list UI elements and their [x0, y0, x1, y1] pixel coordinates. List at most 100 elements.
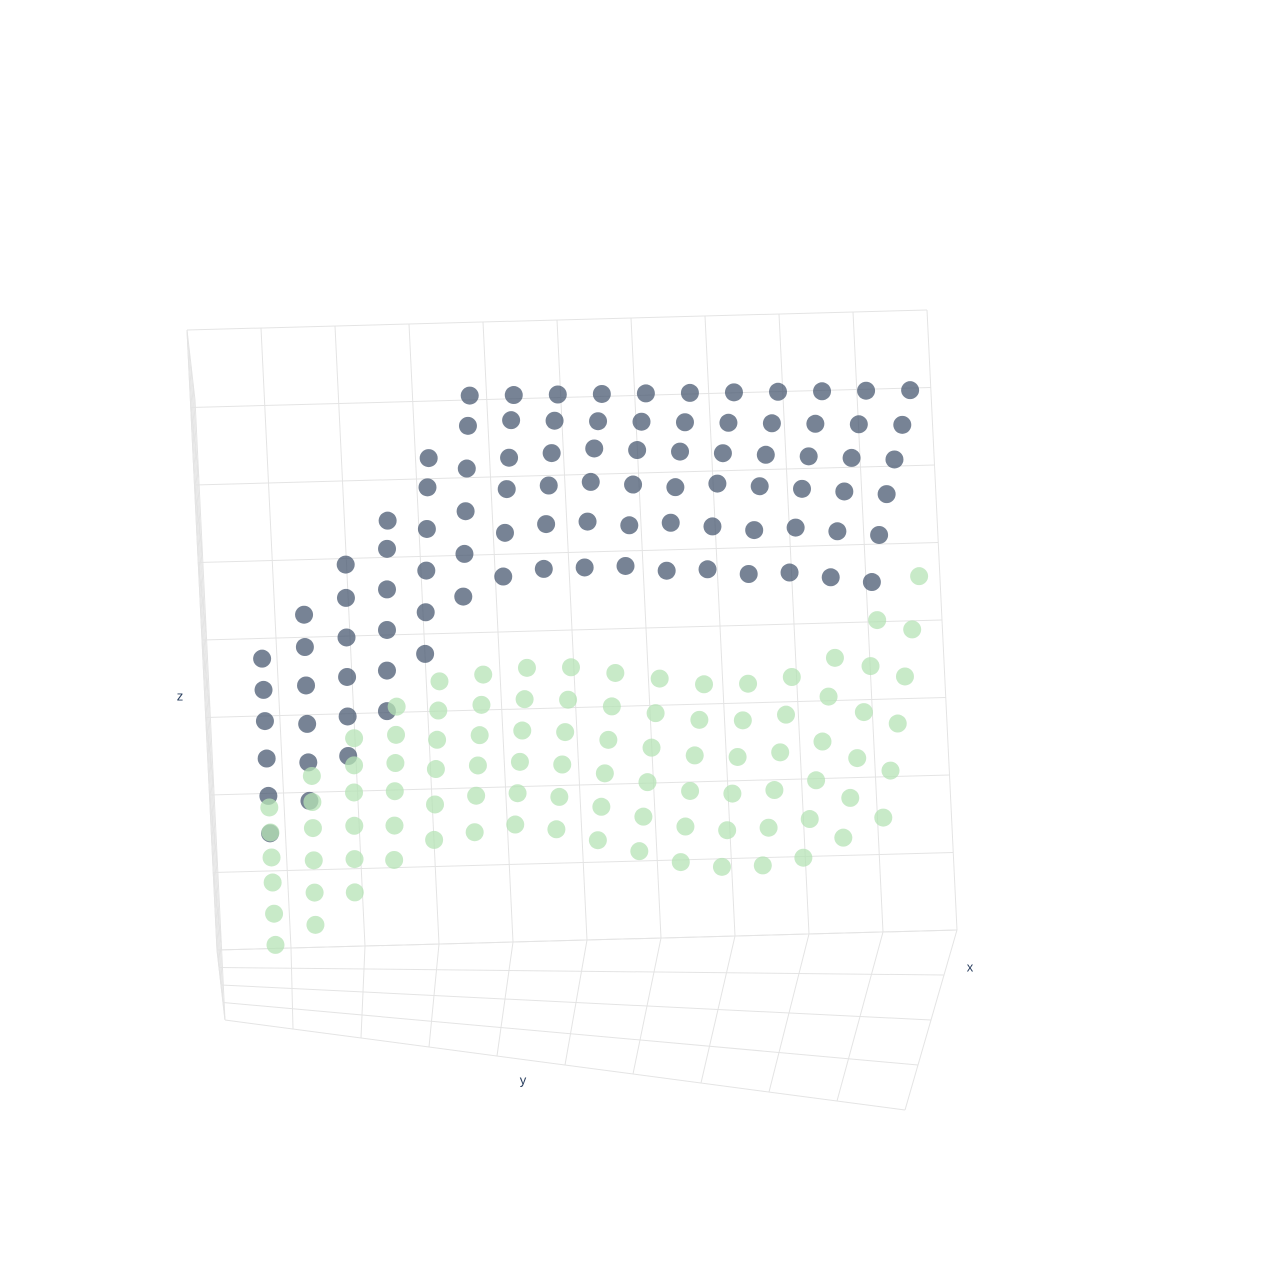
- point: [806, 414, 825, 433]
- point: [506, 815, 525, 834]
- grid-line: [188, 347, 220, 968]
- point: [306, 915, 325, 934]
- point: [595, 764, 614, 783]
- grid-line: [198, 542, 939, 563]
- y-axis-title: y: [520, 1072, 527, 1087]
- point: [474, 665, 493, 684]
- point: [680, 383, 699, 402]
- point: [534, 559, 553, 578]
- point: [666, 478, 685, 497]
- point: [712, 857, 731, 876]
- point: [825, 648, 844, 667]
- point: [550, 787, 569, 806]
- grid-line: [222, 1002, 919, 1066]
- point: [881, 761, 900, 780]
- point: [690, 710, 709, 729]
- point: [828, 522, 847, 541]
- point: [495, 523, 514, 542]
- point: [465, 823, 484, 842]
- point: [263, 873, 282, 892]
- point: [545, 411, 564, 430]
- point: [636, 384, 655, 403]
- point: [807, 771, 826, 790]
- point: [848, 749, 867, 768]
- grid-line: [192, 382, 224, 1003]
- point: [628, 441, 647, 460]
- point: [708, 474, 727, 493]
- point: [295, 638, 314, 657]
- point: [753, 856, 772, 875]
- point: [517, 658, 536, 677]
- point: [769, 382, 787, 401]
- point: [661, 513, 680, 532]
- point: [592, 797, 611, 816]
- point: [630, 842, 649, 861]
- point: [428, 730, 447, 749]
- point: [841, 788, 860, 807]
- point: [299, 753, 318, 772]
- point: [266, 935, 285, 954]
- point: [253, 649, 272, 668]
- grid-line: [224, 1019, 906, 1111]
- point: [756, 445, 775, 464]
- grid-line: [194, 464, 935, 486]
- point: [467, 786, 486, 805]
- point: [782, 668, 801, 686]
- grid-line: [186, 329, 218, 951]
- grid-line: [220, 984, 932, 1021]
- point: [416, 603, 435, 622]
- point: [345, 756, 364, 775]
- point: [771, 743, 790, 762]
- point: [857, 381, 876, 400]
- point: [870, 525, 889, 544]
- point: [336, 588, 355, 607]
- point: [834, 828, 853, 847]
- point: [385, 850, 404, 869]
- point: [305, 883, 324, 902]
- point: [494, 567, 513, 586]
- point: [695, 675, 714, 694]
- grid-line: [209, 774, 950, 796]
- point: [426, 760, 445, 779]
- point: [513, 721, 532, 740]
- point: [885, 450, 904, 469]
- grid-line: [190, 364, 222, 986]
- point: [719, 413, 738, 432]
- point: [888, 714, 907, 733]
- point: [345, 850, 364, 869]
- point: [260, 798, 279, 817]
- point: [745, 521, 764, 540]
- point: [508, 784, 527, 803]
- point: [386, 754, 405, 773]
- point: [821, 568, 840, 587]
- point: [298, 714, 317, 733]
- point: [377, 661, 396, 680]
- point: [295, 605, 314, 624]
- point: [780, 563, 799, 582]
- point: [713, 444, 732, 463]
- point: [297, 676, 316, 695]
- grid-line: [213, 852, 954, 873]
- point: [345, 883, 364, 902]
- point: [620, 516, 639, 535]
- point: [455, 544, 474, 563]
- point: [456, 502, 475, 521]
- point: [377, 620, 396, 639]
- point: [868, 611, 887, 630]
- point: [378, 539, 397, 558]
- point: [588, 831, 607, 850]
- point: [510, 752, 529, 771]
- grid-line: [218, 967, 945, 976]
- point: [378, 511, 397, 530]
- point: [750, 477, 769, 496]
- point: [562, 658, 580, 677]
- point: [417, 519, 436, 538]
- point: [419, 449, 438, 468]
- point: [901, 381, 920, 400]
- point: [877, 485, 896, 504]
- point: [786, 518, 805, 537]
- point: [739, 674, 758, 693]
- point: [304, 851, 323, 870]
- point: [265, 904, 284, 923]
